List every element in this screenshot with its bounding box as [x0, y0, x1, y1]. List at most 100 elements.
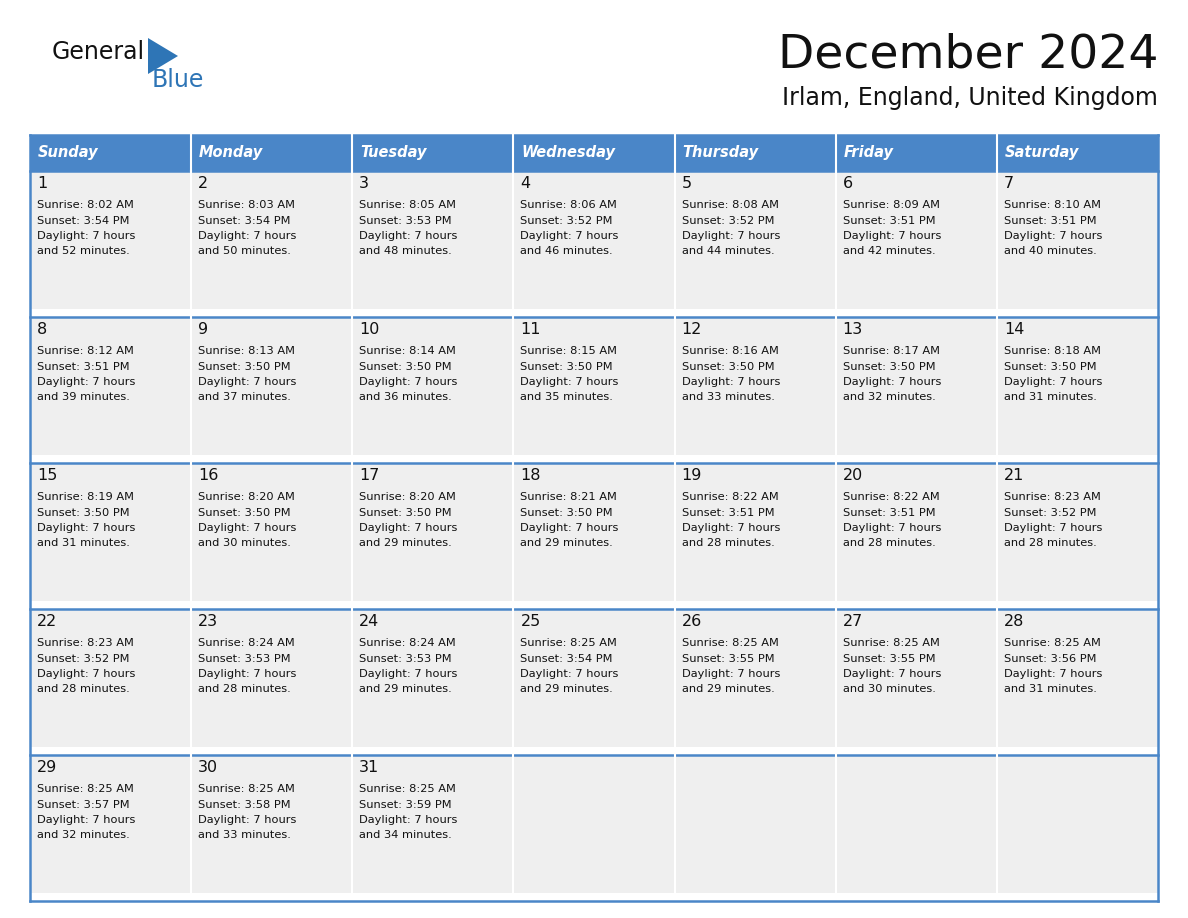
- Text: 1: 1: [37, 176, 48, 192]
- Polygon shape: [148, 38, 178, 74]
- Text: Sunset: 3:51 PM: Sunset: 3:51 PM: [842, 216, 935, 226]
- Text: Sunrise: 8:15 AM: Sunrise: 8:15 AM: [520, 346, 618, 356]
- Text: Sunrise: 8:24 AM: Sunrise: 8:24 AM: [198, 638, 295, 648]
- Text: Sunset: 3:55 PM: Sunset: 3:55 PM: [682, 654, 775, 664]
- Text: Daylight: 7 hours: Daylight: 7 hours: [1004, 377, 1102, 387]
- Text: Sunrise: 8:05 AM: Sunrise: 8:05 AM: [359, 200, 456, 210]
- Text: and 46 minutes.: and 46 minutes.: [520, 247, 613, 256]
- Text: December 2024: December 2024: [777, 32, 1158, 77]
- Text: Daylight: 7 hours: Daylight: 7 hours: [198, 231, 297, 241]
- Text: Sunset: 3:58 PM: Sunset: 3:58 PM: [198, 800, 291, 810]
- Text: 16: 16: [198, 468, 219, 484]
- Text: Tuesday: Tuesday: [360, 145, 426, 161]
- Text: 4: 4: [520, 176, 531, 192]
- Text: Daylight: 7 hours: Daylight: 7 hours: [1004, 523, 1102, 533]
- Text: Daylight: 7 hours: Daylight: 7 hours: [1004, 231, 1102, 241]
- Text: Daylight: 7 hours: Daylight: 7 hours: [359, 377, 457, 387]
- Text: Sunrise: 8:14 AM: Sunrise: 8:14 AM: [359, 346, 456, 356]
- Text: Sunrise: 8:25 AM: Sunrise: 8:25 AM: [198, 784, 295, 794]
- Text: Daylight: 7 hours: Daylight: 7 hours: [682, 231, 781, 241]
- Text: and 28 minutes.: and 28 minutes.: [682, 539, 775, 548]
- Text: Sunset: 3:54 PM: Sunset: 3:54 PM: [37, 216, 129, 226]
- Text: Saturday: Saturday: [1005, 145, 1079, 161]
- Text: and 44 minutes.: and 44 minutes.: [682, 247, 775, 256]
- Bar: [30, 609, 1158, 747]
- Text: Sunrise: 8:25 AM: Sunrise: 8:25 AM: [682, 638, 778, 648]
- Text: Sunset: 3:50 PM: Sunset: 3:50 PM: [198, 508, 291, 518]
- Text: and 28 minutes.: and 28 minutes.: [37, 685, 129, 695]
- Text: Sunrise: 8:22 AM: Sunrise: 8:22 AM: [842, 492, 940, 502]
- Bar: [30, 135, 1158, 171]
- Text: and 28 minutes.: and 28 minutes.: [1004, 539, 1097, 548]
- Text: Daylight: 7 hours: Daylight: 7 hours: [37, 231, 135, 241]
- Text: 23: 23: [198, 614, 219, 630]
- Text: 3: 3: [359, 176, 369, 192]
- Text: Sunset: 3:50 PM: Sunset: 3:50 PM: [198, 362, 291, 372]
- Text: Sunrise: 8:12 AM: Sunrise: 8:12 AM: [37, 346, 134, 356]
- Text: Sunrise: 8:03 AM: Sunrise: 8:03 AM: [198, 200, 295, 210]
- Text: Sunset: 3:51 PM: Sunset: 3:51 PM: [842, 508, 935, 518]
- Text: Sunset: 3:53 PM: Sunset: 3:53 PM: [359, 216, 451, 226]
- Text: Irlam, England, United Kingdom: Irlam, England, United Kingdom: [782, 86, 1158, 110]
- Text: 11: 11: [520, 322, 541, 338]
- Text: Sunset: 3:50 PM: Sunset: 3:50 PM: [359, 508, 451, 518]
- Text: 8: 8: [37, 322, 48, 338]
- Text: 15: 15: [37, 468, 57, 484]
- Text: Sunset: 3:56 PM: Sunset: 3:56 PM: [1004, 654, 1097, 664]
- Text: Daylight: 7 hours: Daylight: 7 hours: [842, 669, 941, 679]
- Text: and 29 minutes.: and 29 minutes.: [359, 685, 453, 695]
- Text: Daylight: 7 hours: Daylight: 7 hours: [1004, 669, 1102, 679]
- Text: 9: 9: [198, 322, 208, 338]
- Text: and 30 minutes.: and 30 minutes.: [842, 685, 936, 695]
- Text: and 32 minutes.: and 32 minutes.: [842, 393, 935, 402]
- Text: 14: 14: [1004, 322, 1024, 338]
- Text: Daylight: 7 hours: Daylight: 7 hours: [198, 523, 297, 533]
- Text: 29: 29: [37, 760, 57, 776]
- Text: Daylight: 7 hours: Daylight: 7 hours: [37, 377, 135, 387]
- Text: Daylight: 7 hours: Daylight: 7 hours: [520, 231, 619, 241]
- Text: and 29 minutes.: and 29 minutes.: [520, 685, 613, 695]
- Text: and 39 minutes.: and 39 minutes.: [37, 393, 129, 402]
- Text: 21: 21: [1004, 468, 1024, 484]
- Text: 10: 10: [359, 322, 380, 338]
- Text: Sunset: 3:50 PM: Sunset: 3:50 PM: [682, 362, 775, 372]
- Text: Sunday: Sunday: [38, 145, 99, 161]
- Text: 7: 7: [1004, 176, 1015, 192]
- Bar: [30, 755, 1158, 893]
- Text: 20: 20: [842, 468, 862, 484]
- Text: Daylight: 7 hours: Daylight: 7 hours: [198, 815, 297, 825]
- Text: and 28 minutes.: and 28 minutes.: [198, 685, 291, 695]
- Text: and 32 minutes.: and 32 minutes.: [37, 831, 129, 841]
- Text: and 42 minutes.: and 42 minutes.: [842, 247, 935, 256]
- Text: Daylight: 7 hours: Daylight: 7 hours: [520, 377, 619, 387]
- Text: and 29 minutes.: and 29 minutes.: [520, 539, 613, 548]
- Text: 27: 27: [842, 614, 862, 630]
- Text: and 50 minutes.: and 50 minutes.: [198, 247, 291, 256]
- Text: Sunrise: 8:23 AM: Sunrise: 8:23 AM: [37, 638, 134, 648]
- Text: Daylight: 7 hours: Daylight: 7 hours: [842, 377, 941, 387]
- Text: Sunrise: 8:02 AM: Sunrise: 8:02 AM: [37, 200, 134, 210]
- Text: 17: 17: [359, 468, 380, 484]
- Text: and 31 minutes.: and 31 minutes.: [37, 539, 129, 548]
- Text: 6: 6: [842, 176, 853, 192]
- Text: and 33 minutes.: and 33 minutes.: [682, 393, 775, 402]
- Text: Thursday: Thursday: [683, 145, 759, 161]
- Bar: [30, 171, 1158, 901]
- Text: Sunrise: 8:18 AM: Sunrise: 8:18 AM: [1004, 346, 1101, 356]
- Text: Sunset: 3:59 PM: Sunset: 3:59 PM: [359, 800, 451, 810]
- Text: 24: 24: [359, 614, 379, 630]
- Text: Sunset: 3:53 PM: Sunset: 3:53 PM: [198, 654, 291, 664]
- Text: and 33 minutes.: and 33 minutes.: [198, 831, 291, 841]
- Text: Daylight: 7 hours: Daylight: 7 hours: [682, 377, 781, 387]
- Text: Sunset: 3:54 PM: Sunset: 3:54 PM: [198, 216, 291, 226]
- Text: and 28 minutes.: and 28 minutes.: [842, 539, 935, 548]
- Text: Daylight: 7 hours: Daylight: 7 hours: [359, 231, 457, 241]
- Text: Sunrise: 8:24 AM: Sunrise: 8:24 AM: [359, 638, 456, 648]
- Text: Sunset: 3:51 PM: Sunset: 3:51 PM: [37, 362, 129, 372]
- Text: 30: 30: [198, 760, 219, 776]
- Text: Daylight: 7 hours: Daylight: 7 hours: [682, 523, 781, 533]
- Text: Sunrise: 8:17 AM: Sunrise: 8:17 AM: [842, 346, 940, 356]
- Text: and 34 minutes.: and 34 minutes.: [359, 831, 453, 841]
- Text: Sunrise: 8:20 AM: Sunrise: 8:20 AM: [359, 492, 456, 502]
- Text: Sunrise: 8:25 AM: Sunrise: 8:25 AM: [842, 638, 940, 648]
